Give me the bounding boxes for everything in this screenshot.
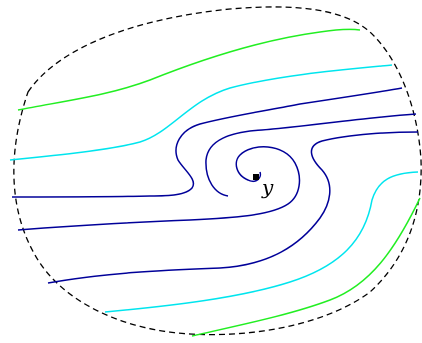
blue-curve-upper — [11, 87, 403, 198]
point-marker — [253, 174, 259, 180]
point-label: y — [261, 175, 274, 199]
dashed-boundary — [13, 6, 422, 336]
cyan-curve-bottom — [104, 171, 419, 313]
blue-curve-middle — [17, 113, 417, 231]
green-curve-bottom — [191, 197, 421, 337]
blue-curve-lower — [47, 131, 419, 284]
cyan-curve-top — [9, 64, 393, 161]
green-curve-top — [17, 28, 361, 111]
